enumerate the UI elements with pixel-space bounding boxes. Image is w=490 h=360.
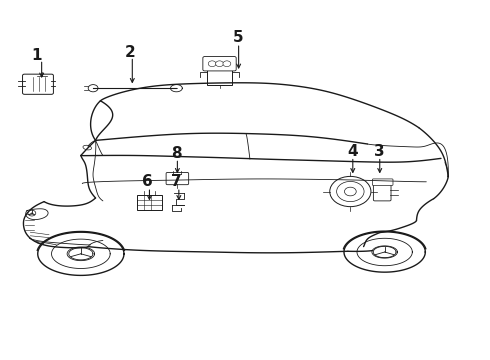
Circle shape (216, 61, 223, 67)
Ellipse shape (83, 145, 92, 150)
Text: 2: 2 (124, 45, 135, 60)
FancyBboxPatch shape (372, 179, 393, 185)
Bar (207, 69, 232, 85)
Circle shape (337, 181, 364, 202)
Text: 1: 1 (31, 48, 42, 63)
Text: 4: 4 (347, 144, 358, 159)
Text: 8: 8 (171, 145, 182, 161)
Circle shape (208, 61, 216, 67)
Circle shape (330, 176, 371, 207)
Circle shape (88, 85, 98, 92)
FancyBboxPatch shape (23, 74, 53, 94)
Text: 5: 5 (232, 30, 243, 45)
Circle shape (223, 61, 231, 67)
Circle shape (344, 187, 356, 196)
Circle shape (28, 210, 36, 216)
FancyBboxPatch shape (203, 57, 236, 71)
Text: 3: 3 (374, 144, 385, 159)
Bar (137, 195, 162, 210)
FancyBboxPatch shape (166, 172, 189, 185)
FancyBboxPatch shape (373, 184, 391, 201)
Text: 7: 7 (171, 174, 182, 189)
Text: 6: 6 (142, 174, 152, 189)
